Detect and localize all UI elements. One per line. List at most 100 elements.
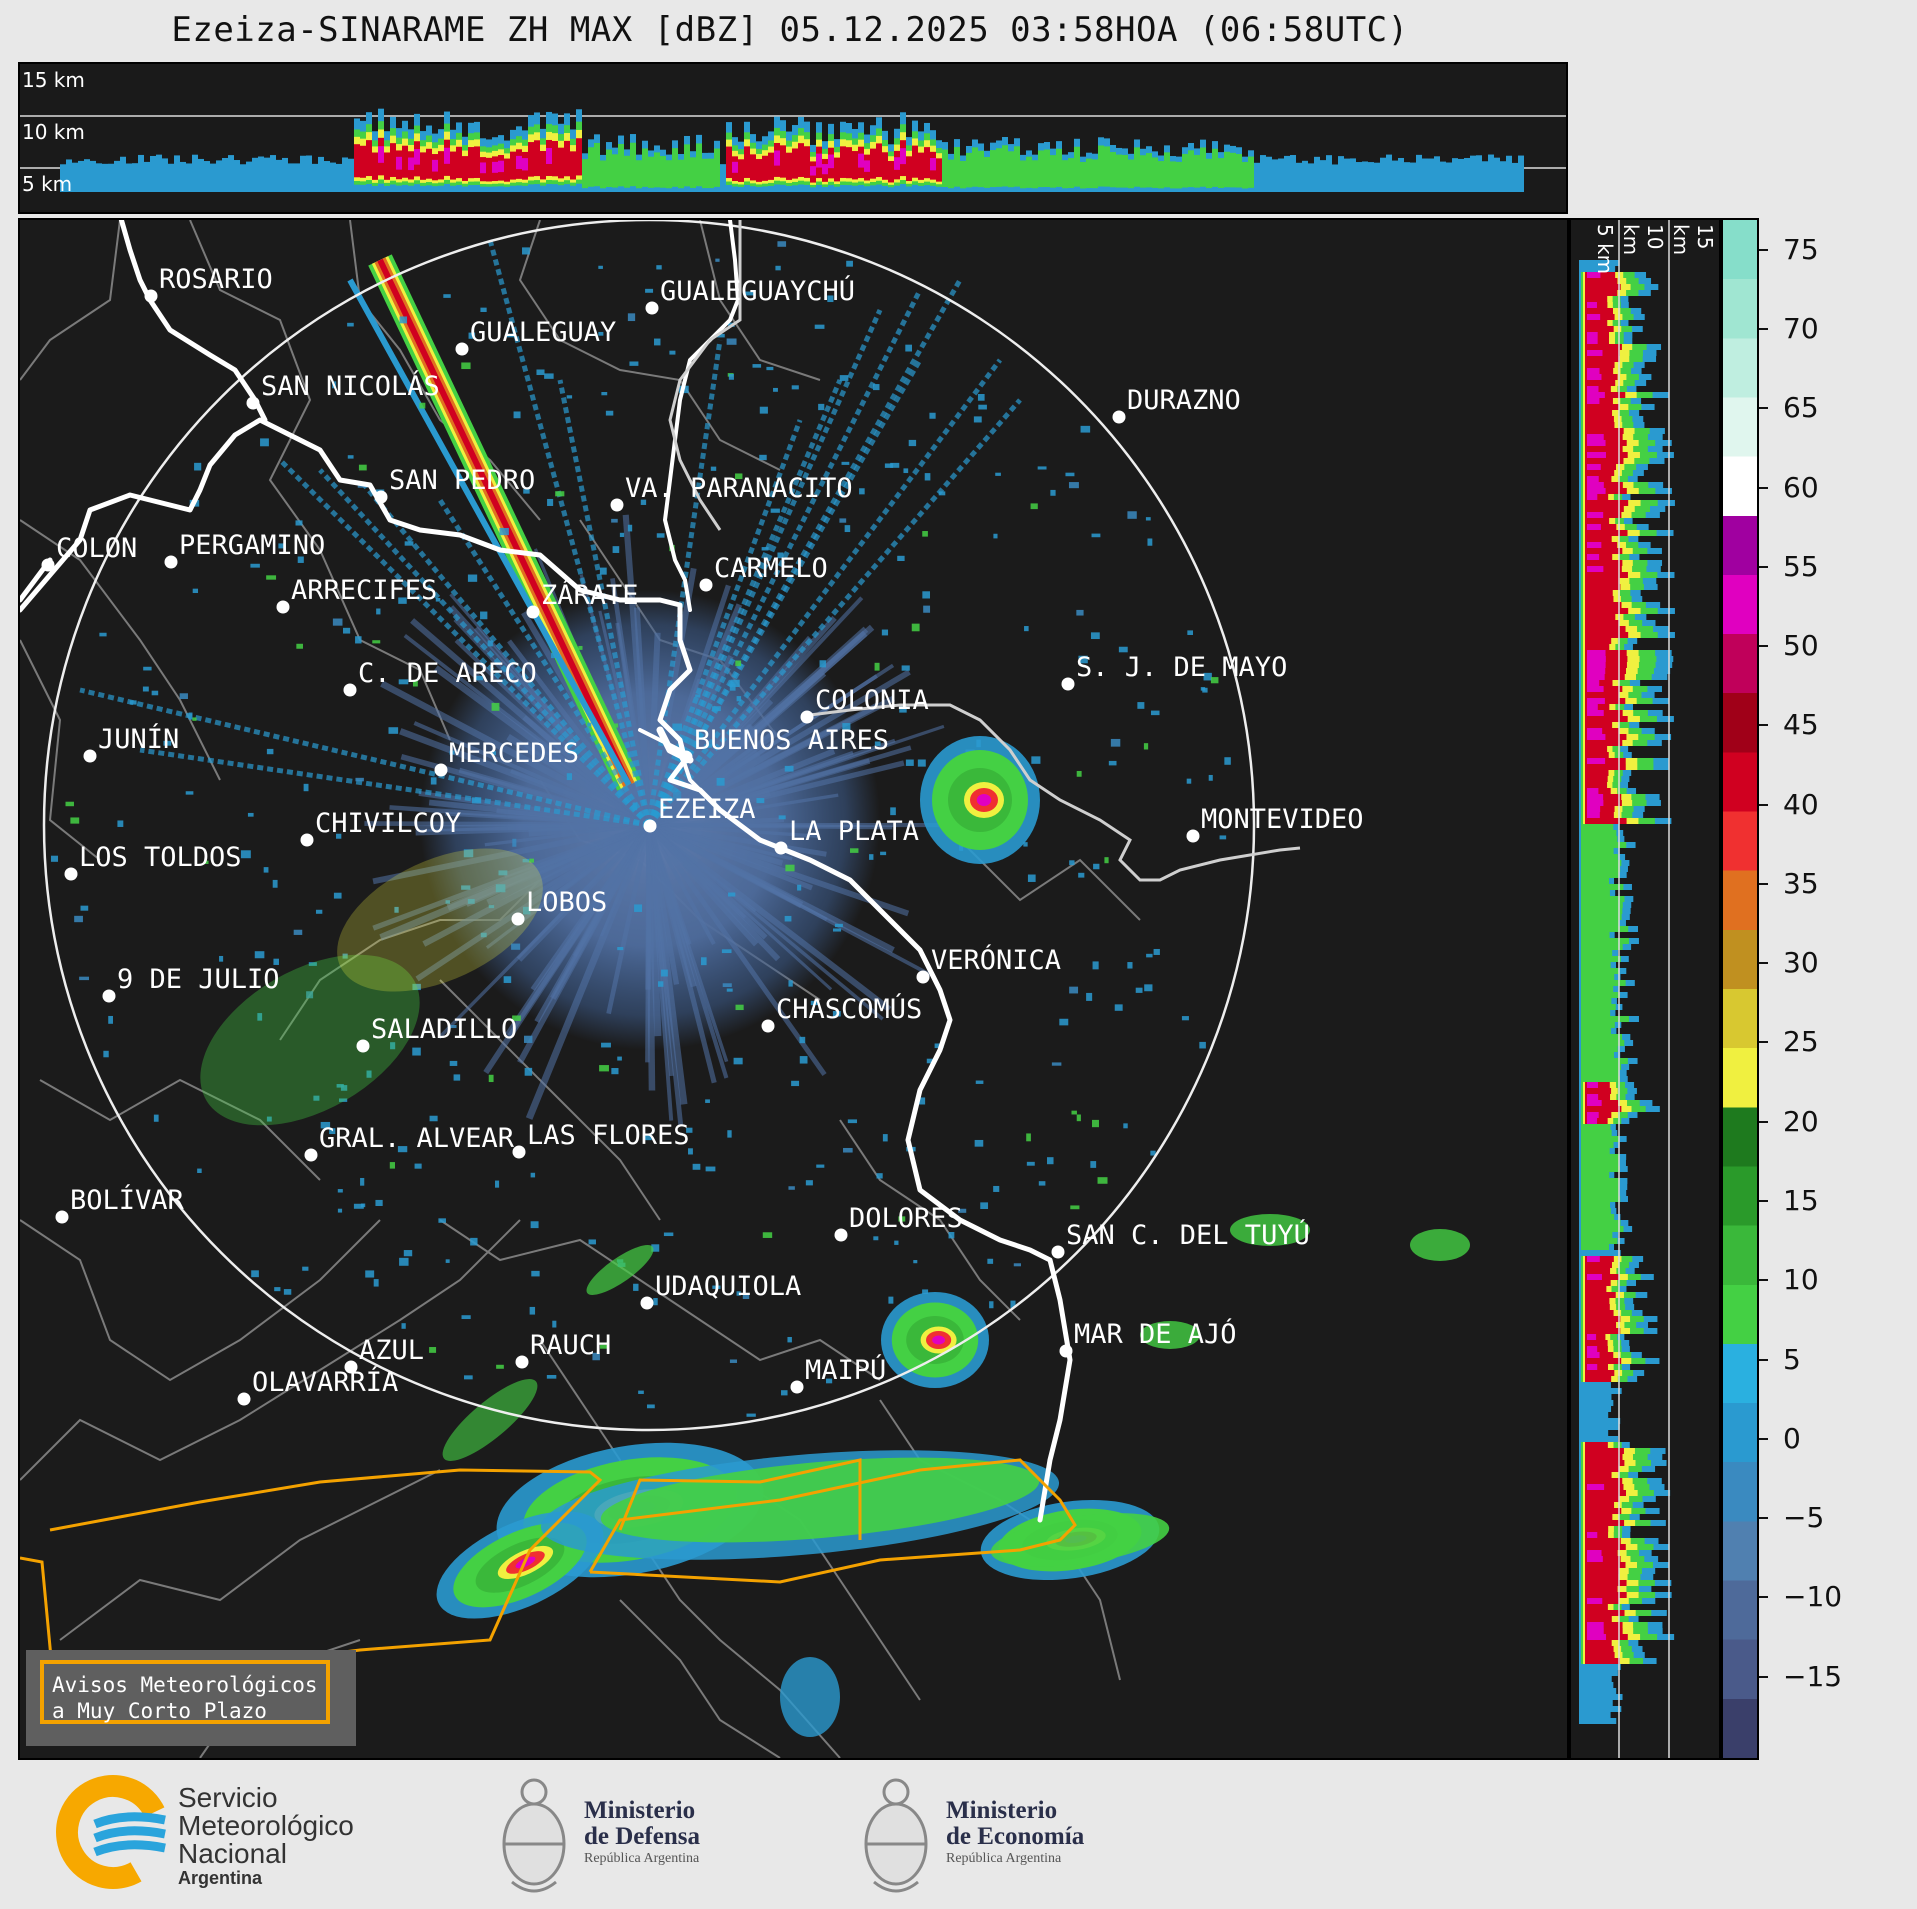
city-label: COLONIA xyxy=(815,685,929,716)
warning-legend-line2: a Muy Corto Plazo xyxy=(52,1699,267,1723)
colorbar-tick: 75 xyxy=(1759,234,1869,265)
economia-coat-of-arms-icon xyxy=(864,1778,928,1893)
city-label: GRAL. ALVEAR xyxy=(319,1123,515,1154)
colorbar-tick-label: −15 xyxy=(1783,1659,1843,1693)
city-gral-alvear[interactable]: GRAL. ALVEAR xyxy=(304,1123,515,1162)
economia-logo-line2: de Economía xyxy=(946,1823,1085,1850)
warning-legend-inner: Avisos Meteorológicos a Muy Corto Plazo xyxy=(40,1660,330,1724)
city-azul[interactable]: AZUL xyxy=(344,1335,425,1374)
city-marker-icon xyxy=(374,490,388,504)
city-chascomus[interactable]: CHASCOMÚS xyxy=(761,993,923,1033)
city-label: LA PLATA xyxy=(789,816,919,847)
defensa-logo-line1: Ministerio xyxy=(584,1797,696,1824)
colorbar-tick-label: 25 xyxy=(1783,1025,1819,1059)
city-lobos[interactable]: LOBOS xyxy=(511,887,608,926)
city-marker-icon xyxy=(64,867,78,881)
city-label: LOS TOLDOS xyxy=(79,842,242,873)
smn-logo-line3: Nacional xyxy=(178,1838,287,1869)
city-label: JUNÍN xyxy=(98,723,179,755)
city-label: LAS FLORES xyxy=(527,1120,690,1151)
smn-logo-line1: Servicio xyxy=(178,1782,278,1813)
city-label: PERGAMINO xyxy=(179,530,325,561)
city-label: MONTEVIDEO xyxy=(1201,804,1364,835)
city-marker-icon xyxy=(344,1360,358,1374)
city-colon[interactable]: COLON xyxy=(41,533,138,572)
city-label: GUALEGUAYCHÚ xyxy=(660,275,855,307)
warning-legend-box[interactable]: Avisos Meteorológicos a Muy Corto Plazo xyxy=(26,1650,356,1746)
city-marker-icon xyxy=(1051,1245,1065,1259)
top-cross-section-echoes xyxy=(20,108,1566,192)
city-label: COLON xyxy=(56,533,137,564)
city-mercedes[interactable]: MERCEDES xyxy=(434,738,580,777)
radar-map[interactable]: ROSARIO GUALEGUAYCHÚ GUALEGUAY SAN NICOLÁS D… xyxy=(18,218,1569,1760)
colorbar-tick: 35 xyxy=(1759,866,1869,900)
precipitation-echoes xyxy=(50,239,1470,1737)
city-marker-icon xyxy=(640,1296,654,1310)
city-mar-de-ajo[interactable]: MAR DE AJÓ xyxy=(1059,1318,1237,1358)
side-cross-section-echoes xyxy=(1579,220,1675,1758)
city-marker-icon xyxy=(276,600,290,614)
colorbar-tick-label: 50 xyxy=(1783,629,1819,663)
top-cross-section-panel: 15 km 10 km 5 km xyxy=(18,62,1568,214)
colorbar-tick-label: 35 xyxy=(1783,866,1819,900)
city-label: AZUL xyxy=(359,1335,424,1366)
city-veronica[interactable]: VERÓNICA xyxy=(916,944,1062,984)
city-pergamino[interactable]: PERGAMINO xyxy=(164,530,326,569)
colorbar-tick: 60 xyxy=(1759,470,1869,504)
city-junin[interactable]: JUNÍN xyxy=(83,723,180,763)
city-marker-icon xyxy=(356,1039,370,1053)
city-chivilcoy[interactable]: CHIVILCOY xyxy=(300,808,462,847)
city-los-toldos[interactable]: LOS TOLDOS xyxy=(64,842,242,881)
city-marker-icon xyxy=(144,289,158,303)
smn-logo-line2: Meteorológico xyxy=(178,1810,354,1841)
city-dolores[interactable]: DOLORES xyxy=(834,1203,963,1242)
city-c-de-areco[interactable]: C. DE ARECO xyxy=(343,658,537,697)
city-rosario[interactable]: ROSARIO xyxy=(144,264,273,303)
city-colonia[interactable]: COLONIA xyxy=(800,685,929,724)
city-label: CARMELO xyxy=(714,553,828,584)
city-marker-icon xyxy=(679,750,693,764)
city-maipu[interactable]: MAIPÚ xyxy=(790,1354,887,1394)
city-saladillo[interactable]: SALADILLO xyxy=(356,1014,518,1053)
city-buenos-aires[interactable]: BUENOS AIRES xyxy=(679,725,890,764)
city-label: GUALEGUAY xyxy=(470,317,616,348)
city-bolivar[interactable]: BOLÍVAR xyxy=(55,1184,185,1224)
colorbar-tick-label: 70 xyxy=(1783,311,1819,345)
city-zarate[interactable]: ZÁRATE xyxy=(526,579,639,619)
city-carmelo[interactable]: CARMELO xyxy=(699,553,828,592)
colorbar-tick: 0 xyxy=(1759,1421,1869,1455)
city-label: SAN PEDRO xyxy=(389,465,535,496)
city-label: UDAQUIOLA xyxy=(655,1271,801,1302)
colorbar-tick: 40 xyxy=(1759,789,1869,820)
city-san-c-del-tuyu[interactable]: SAN C. DEL TUYÚ xyxy=(1051,1219,1310,1259)
colorbar-tick-label: 60 xyxy=(1783,470,1819,504)
city-las-flores[interactable]: LAS FLORES xyxy=(512,1120,690,1159)
city-marker-icon xyxy=(300,833,314,847)
city-olavarria[interactable]: OLAVARRÍA xyxy=(237,1366,399,1406)
defensa-logo-line2: de Defensa xyxy=(584,1823,700,1850)
city-udaquiola[interactable]: UDAQUIOLA xyxy=(640,1271,802,1310)
city-gualeguaychu[interactable]: GUALEGUAYCHÚ xyxy=(645,275,856,315)
city-marker-icon xyxy=(790,1380,804,1394)
city-9-de-julio[interactable]: 9 DE JULIO xyxy=(102,964,280,1003)
city-ezeiza[interactable]: EZEIZA xyxy=(643,794,756,833)
colorbar-tick-label: 0 xyxy=(1783,1421,1801,1455)
city-durazno[interactable]: DURAZNO xyxy=(1112,385,1241,424)
city-la-plata[interactable]: LA PLATA xyxy=(774,816,920,855)
city-san-nicolas[interactable]: SAN NICOLÁS xyxy=(246,370,440,410)
city-marker-icon xyxy=(1112,410,1126,424)
city-va-paranacito[interactable]: VA. PARANACITO xyxy=(610,473,853,512)
city-san-pedro[interactable]: SAN PEDRO xyxy=(374,465,536,504)
city-marker-icon xyxy=(1061,677,1075,691)
city-rauch[interactable]: RAUCH xyxy=(515,1330,612,1369)
city-s-j-de-mayo[interactable]: S. J. DE MAYO xyxy=(1061,652,1288,691)
city-marker-icon xyxy=(916,970,930,984)
city-montevideo[interactable]: MONTEVIDEO xyxy=(1186,804,1364,843)
city-marker-icon xyxy=(774,841,788,855)
city-arrecifes[interactable]: ARRECIFES xyxy=(276,575,438,614)
city-gualeguay[interactable]: GUALEGUAY xyxy=(455,317,617,356)
top-level-label-15: 15 km xyxy=(22,68,85,92)
top-level-label-5: 5 km xyxy=(22,172,73,196)
city-label: MERCEDES xyxy=(449,738,579,769)
city-marker-icon xyxy=(610,498,624,512)
